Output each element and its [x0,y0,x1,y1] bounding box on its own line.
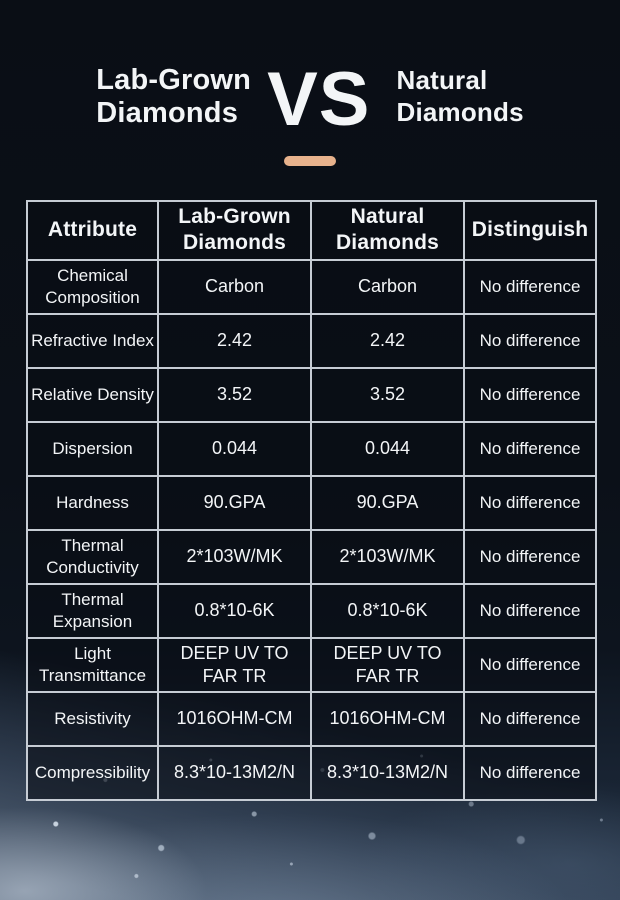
table-row: Hardness 90.GPA 90.GPA No difference [26,474,597,531]
natural-value-cell: 3.52 [310,366,465,423]
table-row: Dispersion 0.044 0.044 No difference [26,420,597,477]
attribute-cell: Dispersion [26,420,159,477]
table-row: Chemical Composition Carbon Carbon No di… [26,258,597,315]
natural-value-cell: 0.044 [310,420,465,477]
table-row: Thermal Conductivity 2*103W/MK 2*103W/MK… [26,528,597,585]
lab-value-cell: 3.52 [157,366,312,423]
attribute-cell: Resistivity [26,690,159,747]
table-row: Compressibility 8.3*10-13M2/N 8.3*10-13M… [26,744,597,801]
distinguish-cell: No difference [463,744,597,801]
distinguish-cell: No difference [463,528,597,585]
column-header-distinguish: Distinguish [463,200,597,261]
title-lab-grown: Lab-Grown Diamonds [96,63,252,130]
attribute-cell: Thermal Expansion [26,582,159,639]
table-row: Resistivity 1016OHM-CM 1016OHM-CM No dif… [26,690,597,747]
comparison-table-container: Attribute Lab-Grown Diamonds Natural Dia… [26,200,597,801]
lab-value-cell: 0.8*10-6K [157,582,312,639]
column-header-lab-grown: Lab-Grown Diamonds [157,200,312,261]
natural-value-cell: 2.42 [310,312,465,369]
lab-value-cell: 8.3*10-13M2/N [157,744,312,801]
attribute-cell: Thermal Conductivity [26,528,159,585]
attribute-cell: Chemical Composition [26,258,159,315]
natural-value-cell: 8.3*10-13M2/N [310,744,465,801]
natural-value-cell: DEEP UV TO FAR TR [310,636,465,693]
column-header-natural: Natural Diamonds [310,200,465,261]
natural-value-cell: 0.8*10-6K [310,582,465,639]
title-natural: Natural Diamonds [396,65,524,128]
attribute-cell: Refractive Index [26,312,159,369]
distinguish-cell: No difference [463,420,597,477]
lab-value-cell: Carbon [157,258,312,315]
distinguish-cell: No difference [463,312,597,369]
table-row: Refractive Index 2.42 2.42 No difference [26,312,597,369]
lab-value-cell: 2*103W/MK [157,528,312,585]
attribute-cell: Relative Density [26,366,159,423]
table-row: Thermal Expansion 0.8*10-6K 0.8*10-6K No… [26,582,597,639]
lab-value-cell: 1016OHM-CM [157,690,312,747]
lab-value-cell: DEEP UV TO FAR TR [157,636,312,693]
attribute-cell: Hardness [26,474,159,531]
distinguish-cell: No difference [463,258,597,315]
attribute-cell: Compressibility [26,744,159,801]
distinguish-cell: No difference [463,636,597,693]
natural-value-cell: 90.GPA [310,474,465,531]
table-row: Relative Density 3.52 3.52 No difference [26,366,597,423]
attribute-cell: Light Transmittance [26,636,159,693]
table-row: Light Transmittance DEEP UV TO FAR TR DE… [26,636,597,693]
column-header-attribute: Attribute [26,200,159,261]
comparison-table: Attribute Lab-Grown Diamonds Natural Dia… [26,200,597,801]
distinguish-cell: No difference [463,690,597,747]
vs-text: VS [267,57,371,142]
lab-value-cell: 0.044 [157,420,312,477]
title-divider [284,156,336,166]
natural-value-cell: 2*103W/MK [310,528,465,585]
lab-value-cell: 2.42 [157,312,312,369]
natural-value-cell: 1016OHM-CM [310,690,465,747]
distinguish-cell: No difference [463,582,597,639]
page-title: Lab-Grown Diamonds VS Natural Diamonds [0,57,620,142]
header-row: Attribute Lab-Grown Diamonds Natural Dia… [26,200,597,261]
distinguish-cell: No difference [463,474,597,531]
distinguish-cell: No difference [463,366,597,423]
lab-value-cell: 90.GPA [157,474,312,531]
natural-value-cell: Carbon [310,258,465,315]
